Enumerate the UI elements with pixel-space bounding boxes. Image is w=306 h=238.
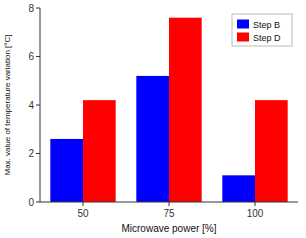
y-tick-label: 4 <box>28 100 34 111</box>
y-tick <box>36 8 40 9</box>
legend-label: Step D <box>253 33 281 43</box>
x-tick <box>83 202 84 206</box>
y-tick-label: 6 <box>28 51 34 62</box>
y-axis-label: Max. value of temperature variation [°C] <box>3 34 12 175</box>
bar <box>169 18 202 202</box>
x-tick-label: 75 <box>163 208 175 219</box>
legend: Step B Step D <box>232 14 292 46</box>
chart-container: 0 2 4 6 8 50 75 100 Microwave power [%] Max. valu… <box>0 0 306 238</box>
x-axis-label: Microwave power [%] <box>121 223 216 234</box>
x-tick-label: 100 <box>247 208 264 219</box>
y-tick <box>36 105 40 106</box>
bar <box>50 139 83 202</box>
plot-area <box>40 8 298 202</box>
x-tick <box>255 202 256 206</box>
bar <box>222 175 255 202</box>
bar <box>255 100 288 202</box>
legend-swatch <box>237 20 249 29</box>
bar <box>83 100 116 202</box>
legend-swatch <box>237 33 249 42</box>
chart: 0 2 4 6 8 50 75 100 Microwave power [%] Max. valu… <box>0 0 306 238</box>
legend-label: Step B <box>253 20 280 30</box>
y-tick <box>36 153 40 154</box>
legend-box <box>232 14 292 46</box>
x-tick <box>169 202 170 206</box>
y-tick-label: 0 <box>28 197 34 208</box>
bar <box>136 76 169 202</box>
y-tick <box>36 56 40 57</box>
y-tick <box>36 202 40 203</box>
x-tick-label: 50 <box>77 208 89 219</box>
y-tick-label: 2 <box>28 148 34 159</box>
y-tick-label: 8 <box>28 3 34 14</box>
